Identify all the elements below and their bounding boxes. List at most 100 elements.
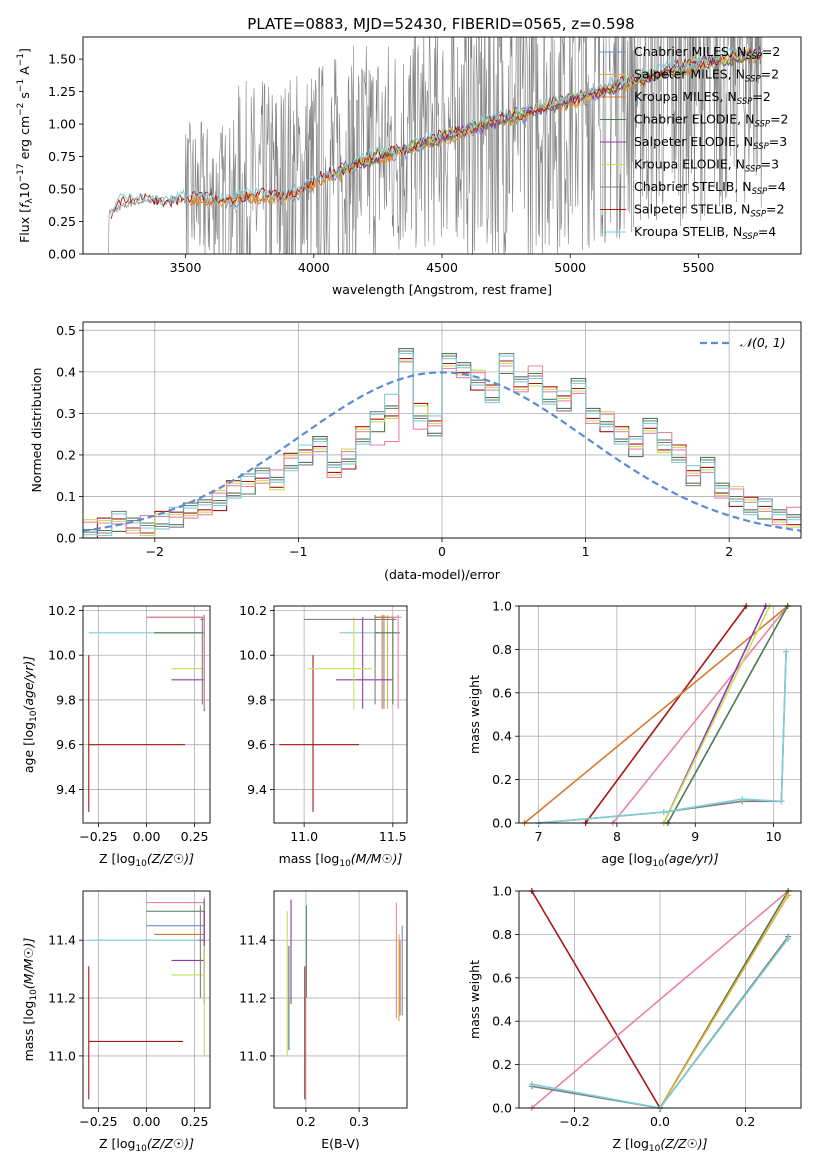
spectrum-legend: Chabrier MILES, NSSP=2 Salpeter MILES, NS… [600,44,789,242]
data-point-marker [528,1081,535,1088]
y-tick-label: 0.8 [492,642,512,657]
spectrum-plot-area [107,37,763,254]
x-axis-label: wavelength [Angstrom, rest frame] [332,282,552,297]
x-tick-label: −0.25 [79,1114,117,1129]
x-tick-label: 0.25 [181,1114,209,1129]
y-tick-label: 0.50 [48,182,76,197]
x-tick-label: −0.2 [559,1114,589,1129]
y-tick-label: 1.0 [492,884,512,899]
y-tick-label: 0.00 [48,247,76,262]
y-tick-label: 0.8 [492,927,512,942]
x-tick-label: 0.00 [133,1114,161,1129]
legend-entry: Salpeter ELODIE, NSSP=3 [634,134,787,152]
x-tick-label: −0.25 [79,829,117,844]
x-tick-label: 10 [766,829,782,844]
mass-weight-line [667,605,789,824]
plot-area [88,614,205,812]
y-tick-label: 9.4 [247,782,267,797]
y-tick-label: 9.6 [56,737,76,752]
y-axis-label: Normed distribution [29,368,44,493]
x-tick-label: 8 [613,829,621,844]
axes-frame [518,890,802,1109]
x-tick-label: 11.0 [290,829,318,844]
x-tick-label: 0.2 [736,1114,756,1129]
x-axis-label: (data-model)/error [384,567,501,582]
y-tick-label: 10.0 [239,648,267,663]
legend-entry: Salpeter MILES, NSSP=2 [634,67,779,85]
y-tick-label: 0.6 [492,685,512,700]
x-tick-label: −2 [146,544,164,559]
mass-weight-line [584,605,747,824]
y-tick-label: 11.2 [239,991,267,1006]
y-tick-label: 0.4 [492,1014,512,1029]
mass-weight-line [523,605,789,824]
y-axis-label: Flux [fλ10−17 erg cm−2 s−1 A−1] [16,48,35,243]
massweight-vs-Z-panel: −0.2 0.0 0.2 0.0 0.2 0.4 0.6 0.8 1.0 Z [log10(Z/Z… [467,884,802,1154]
x-tick-label: 4000 [298,260,330,275]
observed-spectrum-line [107,37,763,254]
model-spectrum-line [110,48,763,220]
x-tick-label: 0.00 [133,829,161,844]
normal-distribution-curve [82,371,802,532]
mass-weight-line [531,890,661,1109]
x-axis-label: Z [log10(Z/Z☉)] [612,1136,707,1154]
y-tick-label: 11.0 [48,1048,76,1063]
legend-entry: Kroupa MILES, NSSP=2 [634,89,771,107]
x-axis-label: Z [log10(Z/Z☉)] [99,851,194,869]
data-point-marker [785,935,792,942]
y-axis-label: mass weight [467,960,482,1039]
axes-frame [273,890,408,1109]
legend-entry: 𝒩(0, 1) [740,335,786,350]
mass-weight-line [659,894,789,1109]
legend-entry: Kroupa ELODIE, NSSP=3 [634,157,779,175]
age-vs-Z-panel: −0.25 0.00 0.25 9.4 9.6 9.8 10.0 10.2 Z [log10(Z… [21,603,211,869]
age-vs-mass-panel: 11.0 11.5 9.4 9.6 9.8 10.0 10.2 mass [log10(M/M… [239,603,408,869]
y-axis-label: mass weight [467,675,482,754]
y-axis-label: age [log10(age/yr)] [21,656,39,773]
y-tick-label: 0.3 [56,406,76,421]
legend-entry: Chabrier STELIB, NSSP=4 [634,179,786,197]
axes-frame [82,36,802,255]
residual-histogram-line [83,353,801,537]
x-tick-label: 11.5 [379,829,407,844]
y-tick-label: 0.5 [56,323,76,338]
y-tick-label: 10.0 [48,648,76,663]
y-tick-label: 0.25 [48,214,76,229]
legend-entry: Salpeter STELIB, NSSP=2 [634,202,784,220]
y-tick-label: 9.8 [247,692,267,707]
legend-entry: Kroupa STELIB, NSSP=4 [634,224,776,242]
mass-weight-line [663,605,771,824]
y-tick-label: 0.0 [492,1101,512,1116]
x-tick-label: 4500 [426,260,458,275]
y-tick-label: 0.2 [56,447,76,462]
y-tick-label: 1.50 [48,52,76,67]
legend-entry: Chabrier MILES, NSSP=2 [634,44,780,62]
y-tick-label: 10.2 [48,603,76,618]
y-tick-label: 9.4 [56,782,76,797]
legend-entry: Chabrier ELODIE, NSSP=2 [634,112,789,130]
axes-frame [82,890,211,1109]
x-tick-label: 0 [438,544,446,559]
y-tick-label: 0.75 [48,149,76,164]
massweight-vs-age-panel: 7 8 9 10 0.0 0.2 0.4 0.6 0.8 1.0 age [log10(age/yr… [467,599,802,869]
x-axis-label: age [log10(age/yr)] [601,851,718,869]
data-point-marker [783,648,790,655]
axes-frame [273,605,408,824]
x-axis-label: mass [log10(M/M☉)] [279,851,403,869]
x-tick-label: 0.3 [349,1114,369,1129]
mass-weight-line [612,605,789,824]
y-tick-label: 0.2 [492,772,512,787]
plot-area [279,614,402,812]
y-tick-label: 1.00 [48,117,76,132]
data-point-marker [660,809,667,816]
x-tick-label: 5500 [683,260,715,275]
mass-vs-Z-panel: −0.25 0.00 0.25 11.0 11.2 11.4 Z [log10(Z/Z☉)]… [21,890,211,1154]
y-axis-label: mass [log10(M/M☉)] [21,937,39,1061]
y-tick-label: 0.0 [492,816,512,831]
y-tick-label: 1.0 [492,599,512,614]
axes-frame [82,605,211,824]
y-tick-label: 10.2 [239,603,267,618]
x-tick-label: 3500 [170,260,202,275]
axes-frame [518,605,802,824]
spectrum-panel: 3500 4000 4500 5000 5500 0.00 0.25 0.50 0.75 1.00… [16,36,802,297]
